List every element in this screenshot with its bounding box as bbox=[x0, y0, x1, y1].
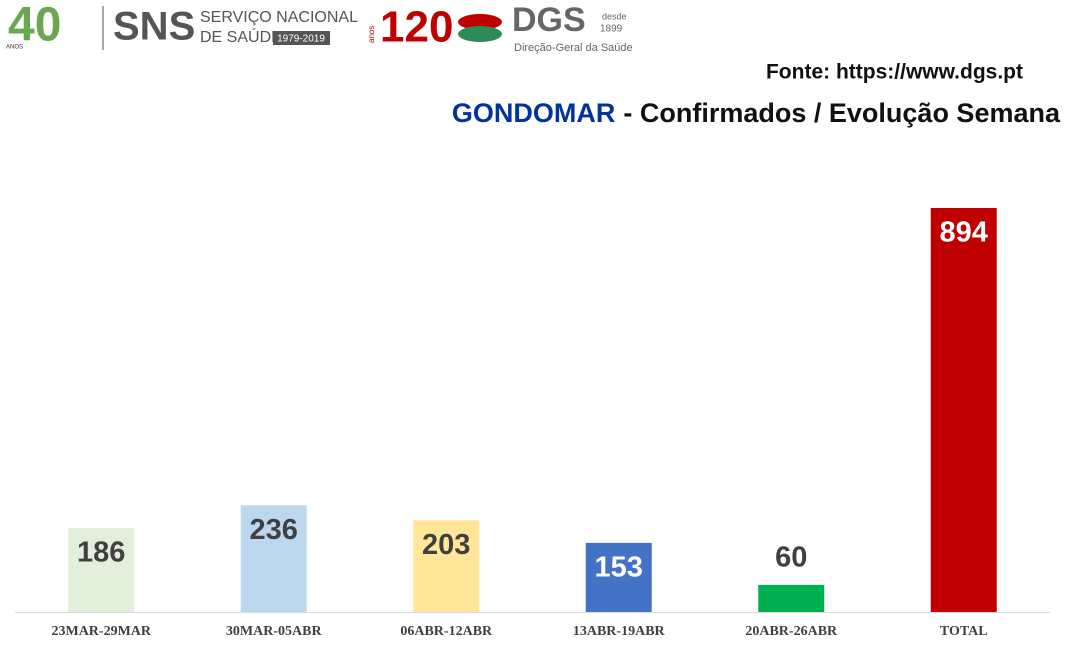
logo-text: 1979-2019 bbox=[277, 34, 325, 45]
logo-text: DE SAÚDE bbox=[200, 27, 282, 46]
logo-text: desde bbox=[602, 11, 627, 21]
data-label: 153 bbox=[595, 552, 643, 584]
logo-text: ANOS bbox=[6, 45, 23, 51]
logo-text: 1899 bbox=[600, 24, 623, 35]
dgs-logo: anos 120 DGS desde 1899 Direção-Geral da… bbox=[367, 1, 633, 54]
bar bbox=[585, 542, 652, 612]
bar bbox=[930, 208, 997, 612]
logo-text: Direção-Geral da Saúde bbox=[514, 42, 633, 54]
bar bbox=[68, 527, 135, 612]
x-tick-label: 23MAR-29MAR bbox=[51, 624, 151, 639]
x-tick-label: 06ABR-12ABR bbox=[400, 624, 493, 639]
x-tick-label: 20ABR-26ABR bbox=[745, 624, 838, 639]
logo-text: anos bbox=[367, 26, 376, 43]
logo-text: SERVIÇO NACIONAL bbox=[200, 9, 358, 26]
logo-box bbox=[273, 31, 330, 45]
x-tick-label: 13ABR-19ABR bbox=[573, 624, 666, 639]
data-label: 60 bbox=[775, 542, 807, 574]
data-label: 236 bbox=[250, 514, 298, 546]
logo-shape bbox=[458, 26, 502, 42]
data-label: 186 bbox=[77, 537, 125, 569]
data-label: 203 bbox=[422, 529, 470, 561]
x-tick-label: TOTAL bbox=[940, 624, 988, 639]
title-text: - Confirmados / Evolução Semana bbox=[623, 98, 1061, 128]
logo-text: DGS bbox=[512, 1, 586, 39]
chart-title: GONDOMAR - Confirmados / Evolução Semana bbox=[452, 98, 1061, 128]
bar bbox=[240, 505, 307, 612]
bar bbox=[758, 584, 825, 612]
data-label: 894 bbox=[940, 217, 988, 249]
logo-text: SNS bbox=[113, 5, 195, 49]
title-highlight: GONDOMAR bbox=[452, 98, 616, 128]
logo-shape bbox=[458, 14, 502, 30]
logo-text: 40 bbox=[8, 0, 61, 52]
sns-logo: 40 ANOS SNS SERVIÇO NACIONAL DE SAÚDE 19… bbox=[6, 0, 358, 52]
x-tick-label: 30MAR-05ABR bbox=[226, 624, 323, 639]
source: Fonte: https://www.dgs.pt bbox=[766, 61, 1023, 84]
bar bbox=[413, 520, 480, 612]
logo-text: 120 bbox=[380, 3, 453, 52]
